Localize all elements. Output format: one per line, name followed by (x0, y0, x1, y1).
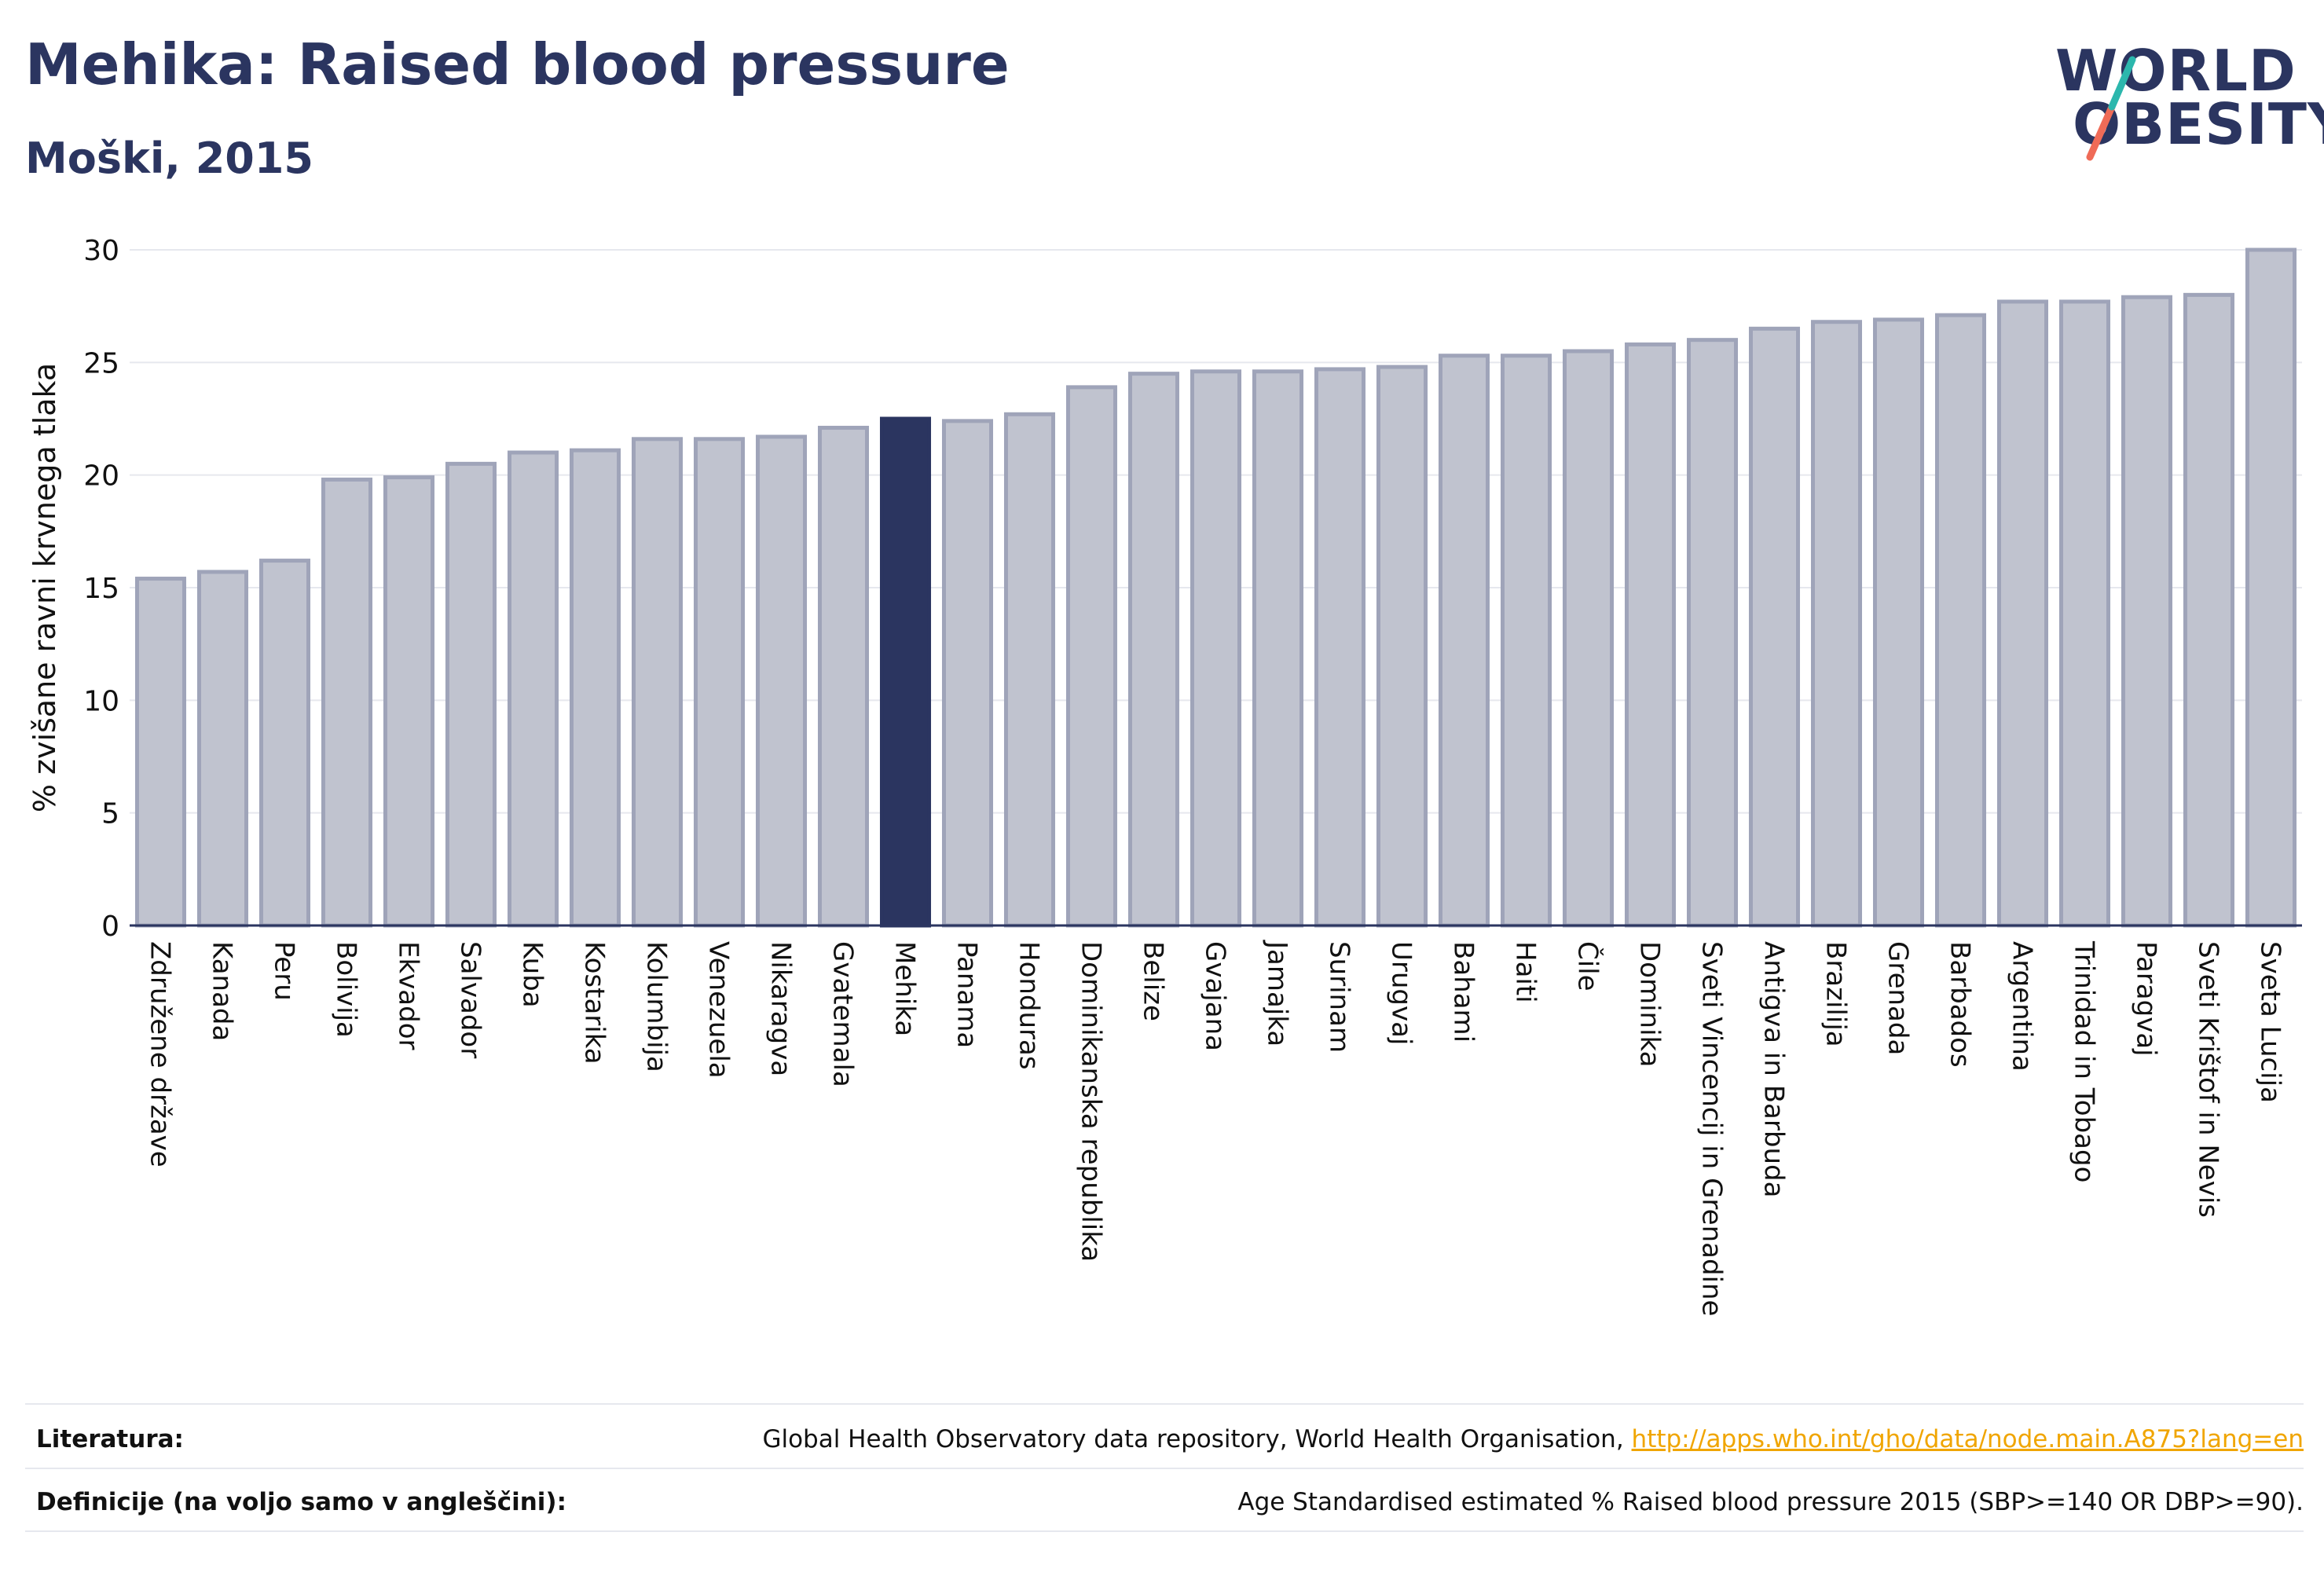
x-tick-label: Salvador (455, 941, 486, 1058)
y-tick-label: 10 (83, 685, 119, 717)
footer-literature-row: Literatura: Global Health Observatory da… (25, 1408, 2304, 1469)
bar (1003, 412, 1056, 928)
x-tick-label: Mehika (889, 941, 921, 1036)
bar (879, 416, 932, 928)
literature-source: Global Health Observatory data repositor… (762, 1425, 2304, 1453)
y-tick-label: 15 (83, 573, 119, 605)
bar (507, 450, 559, 928)
x-tick-label: Barbados (1945, 941, 1976, 1068)
bar (569, 448, 621, 928)
y-tick-label: 0 (101, 911, 119, 943)
definitions-label: Definicije (na voljo samo v angleščini): (36, 1488, 566, 1516)
footer-definitions-row: Definicije (na voljo samo v angleščini):… (25, 1471, 2304, 1532)
chart-title: Mehika: Raised blood pressure (25, 31, 1010, 97)
bar (1065, 385, 1118, 928)
bar (1934, 313, 1987, 928)
x-tick-label: Brazilija (1820, 941, 1852, 1047)
bar (2058, 299, 2111, 928)
bar (321, 477, 373, 928)
x-tick-label: Bahami (1448, 941, 1479, 1043)
bar (631, 437, 684, 928)
world-obesity-logo: WORLD OBESITY (2051, 31, 2324, 165)
bar (1996, 299, 2049, 928)
footer-divider-middle (25, 1468, 2304, 1469)
x-tick-label: Surinam (1324, 941, 1355, 1053)
x-tick-label: Čile (1572, 941, 1604, 991)
x-tick-label: Sveti Vincencij in Grenadine (1696, 941, 1728, 1316)
bar (383, 475, 435, 928)
x-tick-label: Kanada (207, 941, 238, 1041)
y-tick-label: 5 (101, 798, 119, 830)
logo-line-1: WORLD (2055, 38, 2297, 104)
bar (1500, 354, 1552, 928)
bar (1562, 349, 1615, 928)
literature-label: Literatura: (36, 1425, 184, 1453)
x-tick-label: Grenada (1882, 941, 1914, 1055)
y-tick-label: 30 (83, 235, 119, 267)
bar (693, 437, 746, 928)
definitions-text: Age Standardised estimated % Raised bloo… (1237, 1488, 2304, 1516)
x-tick-label: Sveti Krištof in Nevis (2193, 941, 2224, 1218)
bar-chart: 0 5 10 15 20 25 30 % zvišane ravni krvnega tlak… (27, 235, 2302, 1316)
x-tick-label: Argentina (2007, 941, 2038, 1072)
bar (2121, 295, 2173, 928)
x-tick-label: Jamajka (1262, 940, 1293, 1046)
bar (1438, 354, 1490, 928)
bar (1748, 326, 1801, 928)
literature-text: Global Health Observatory data repositor… (762, 1425, 1632, 1453)
x-tick-label: Venezuela (703, 941, 735, 1079)
literature-link[interactable]: http://apps.who.int/gho/data/node.main.A… (1631, 1425, 2304, 1453)
bar (1252, 369, 1304, 928)
x-tick-label: Sveta Lucija (2255, 941, 2286, 1103)
x-tick-label: Kostarika (579, 941, 610, 1065)
bar (1376, 365, 1428, 928)
bar (1686, 338, 1739, 928)
x-tick-label: Združene države (145, 941, 176, 1167)
x-tick-label: Nikaragva (765, 941, 797, 1076)
bar (1127, 372, 1180, 928)
y-tick-label: 25 (83, 347, 119, 379)
x-tick-label: Kolumbija (641, 941, 673, 1072)
x-tick-label: Dominika (1634, 941, 1666, 1067)
bar (755, 434, 808, 928)
bar (134, 577, 187, 928)
x-tick-label: Panama (951, 941, 983, 1048)
bar (941, 419, 994, 928)
x-tick-label: Urugvaj (1386, 941, 1417, 1045)
x-tick-label: Gvajana (1200, 941, 1231, 1051)
bar (258, 559, 311, 928)
x-tick-label: Haiti (1510, 941, 1541, 1003)
x-tick-label: Belize (1138, 941, 1169, 1021)
logo-slash-icon (2086, 56, 2136, 161)
chart-subtitle: Moški, 2015 (25, 134, 314, 183)
bar (1872, 317, 1925, 928)
x-tick-label: Antigva in Barbuda (1758, 941, 1790, 1197)
bar (445, 461, 497, 928)
bar (2245, 247, 2297, 928)
y-tick-label: 20 (83, 460, 119, 493)
x-tick-label: Honduras (1014, 941, 1045, 1070)
footer-divider-bottom (25, 1530, 2304, 1532)
x-tick-label: Bolivija (331, 941, 362, 1038)
footer-divider-top (25, 1403, 2304, 1405)
x-tick-label: Gvatemala (827, 941, 859, 1087)
x-tick-label: Kuba (517, 941, 548, 1008)
x-tick-label: Paragvaj (2131, 941, 2162, 1057)
bar (817, 425, 870, 928)
bar (196, 570, 249, 928)
bar (2183, 292, 2235, 928)
x-tick-label: Trinidad in Tobago (2069, 940, 2100, 1182)
y-axis-label: % zvišane ravni krvnega tlaka (27, 363, 62, 812)
x-tick-label: Ekvador (393, 941, 424, 1050)
bar (1624, 342, 1677, 928)
bar (1189, 369, 1242, 928)
x-tick-label: Dominikanska republika (1076, 941, 1107, 1262)
x-tick-label: Peru (269, 941, 300, 1001)
bar (1810, 320, 1863, 928)
bar (1314, 367, 1366, 928)
